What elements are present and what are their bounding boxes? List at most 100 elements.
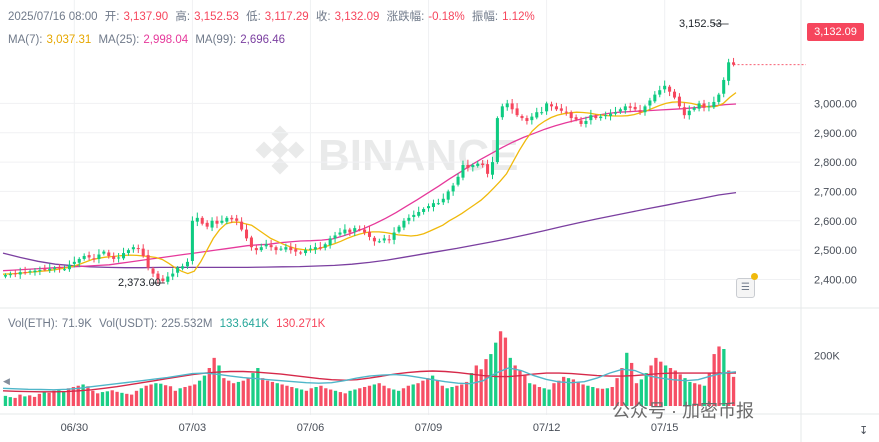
x-tick-label: 07/03 — [179, 422, 207, 434]
volume-bar — [246, 378, 250, 406]
volume-bar — [13, 397, 17, 406]
candle-body — [348, 229, 352, 233]
x-tick-label: 07/15 — [651, 422, 679, 434]
volume-bar — [668, 368, 673, 406]
candle-body — [67, 264, 71, 270]
volume-info: Vol(ETH): 71.9K Vol(USDT): 225.532M 133.64… — [8, 318, 329, 330]
candle-body — [313, 247, 317, 250]
volume-bar — [450, 387, 454, 406]
volume-bar — [387, 388, 391, 406]
volume-bar — [129, 394, 134, 406]
ma7-line — [2, 92, 737, 275]
expand-icon[interactable]: ◀ — [3, 376, 10, 386]
candle-body — [126, 250, 130, 254]
candle-body — [48, 268, 52, 271]
candle-body — [663, 85, 667, 90]
volume-bar — [377, 383, 381, 406]
candle-body — [53, 267, 57, 269]
candle-body — [712, 101, 716, 108]
candle-body — [495, 118, 499, 163]
volume-bar — [576, 381, 580, 406]
volume-bar — [265, 380, 270, 406]
volume-bar — [426, 378, 430, 406]
volume-bar — [421, 380, 425, 406]
candle-body — [451, 185, 455, 192]
candle-body — [382, 238, 386, 241]
candle-body — [131, 247, 135, 250]
candle-body — [107, 252, 111, 256]
volume-bar — [571, 379, 576, 406]
candle-body — [648, 100, 652, 106]
candle-body — [638, 110, 642, 113]
volume-bar — [678, 374, 682, 406]
volume-bar — [18, 394, 22, 406]
candle-body — [633, 106, 637, 110]
candle-body — [28, 271, 32, 273]
volume-bar — [464, 381, 469, 406]
candle-body — [540, 112, 544, 114]
volume-bar — [562, 376, 566, 406]
candle-body — [181, 266, 185, 269]
volume-bar — [586, 385, 590, 406]
volume-bar — [455, 385, 459, 406]
volume-bar — [401, 388, 406, 406]
candle-body — [436, 203, 440, 205]
candle-body — [18, 272, 22, 275]
candle-body — [23, 272, 27, 274]
vol-eth-value: 71.9K — [61, 318, 92, 330]
volume-bar — [139, 388, 143, 406]
volume-bar — [348, 390, 352, 406]
y-tick-label: 2,400.00 — [814, 274, 857, 286]
volume-bar — [163, 385, 168, 406]
low-value: 3,117.29 — [264, 11, 309, 23]
candle-body — [112, 255, 116, 259]
candle-body — [161, 278, 165, 281]
candle-body — [515, 108, 519, 116]
volume-bar — [610, 387, 614, 406]
candle-body — [136, 248, 140, 250]
candle-body — [707, 106, 711, 108]
notes-icon[interactable]: ☰ — [736, 278, 755, 298]
volume-bar — [411, 384, 415, 406]
candle-body — [289, 247, 293, 251]
volume-bar — [605, 388, 610, 406]
candle-body — [210, 220, 214, 228]
volume-bar — [644, 373, 648, 406]
volume-bar — [100, 392, 105, 406]
candle-body — [235, 218, 239, 221]
candle-body — [338, 232, 342, 235]
candle-body — [692, 107, 696, 110]
volume-bar — [362, 387, 367, 406]
candle-body — [446, 191, 450, 200]
volume-bar — [110, 390, 114, 406]
volume-bar — [474, 365, 478, 406]
low-annotation: 2,373.00 — [118, 277, 161, 289]
volume-bar — [639, 379, 643, 406]
current-price-tag: 3,132.09 — [807, 23, 864, 41]
vol-ma2-value: 130.271K — [276, 318, 326, 330]
axis-settings-icon[interactable]: ↧ — [859, 425, 869, 437]
vol-ma2-line — [2, 370, 736, 393]
candle-body — [722, 79, 726, 94]
volume-bar — [557, 380, 561, 406]
candle-body — [397, 226, 401, 232]
volume-bar — [324, 388, 328, 406]
candle-body — [604, 115, 608, 117]
x-tick-label: 07/12 — [533, 422, 561, 434]
candle-body — [294, 249, 298, 252]
high-label: 高: — [175, 11, 191, 23]
ma99-label: MA(99): — [195, 34, 237, 46]
y-tick-label: 2,700.00 — [814, 186, 857, 198]
x-tick-label: 06/30 — [61, 422, 89, 434]
candle-body — [13, 273, 17, 275]
volume-bar — [96, 393, 100, 406]
candle-body — [377, 241, 381, 243]
candle-body — [609, 113, 613, 117]
candle-body — [225, 217, 229, 222]
volume-bar — [528, 383, 532, 406]
low-label: 低: — [246, 11, 261, 23]
volume-bar — [290, 387, 294, 406]
vol-usdt-value: 225.532M — [161, 318, 213, 330]
volume-bar — [372, 384, 377, 406]
